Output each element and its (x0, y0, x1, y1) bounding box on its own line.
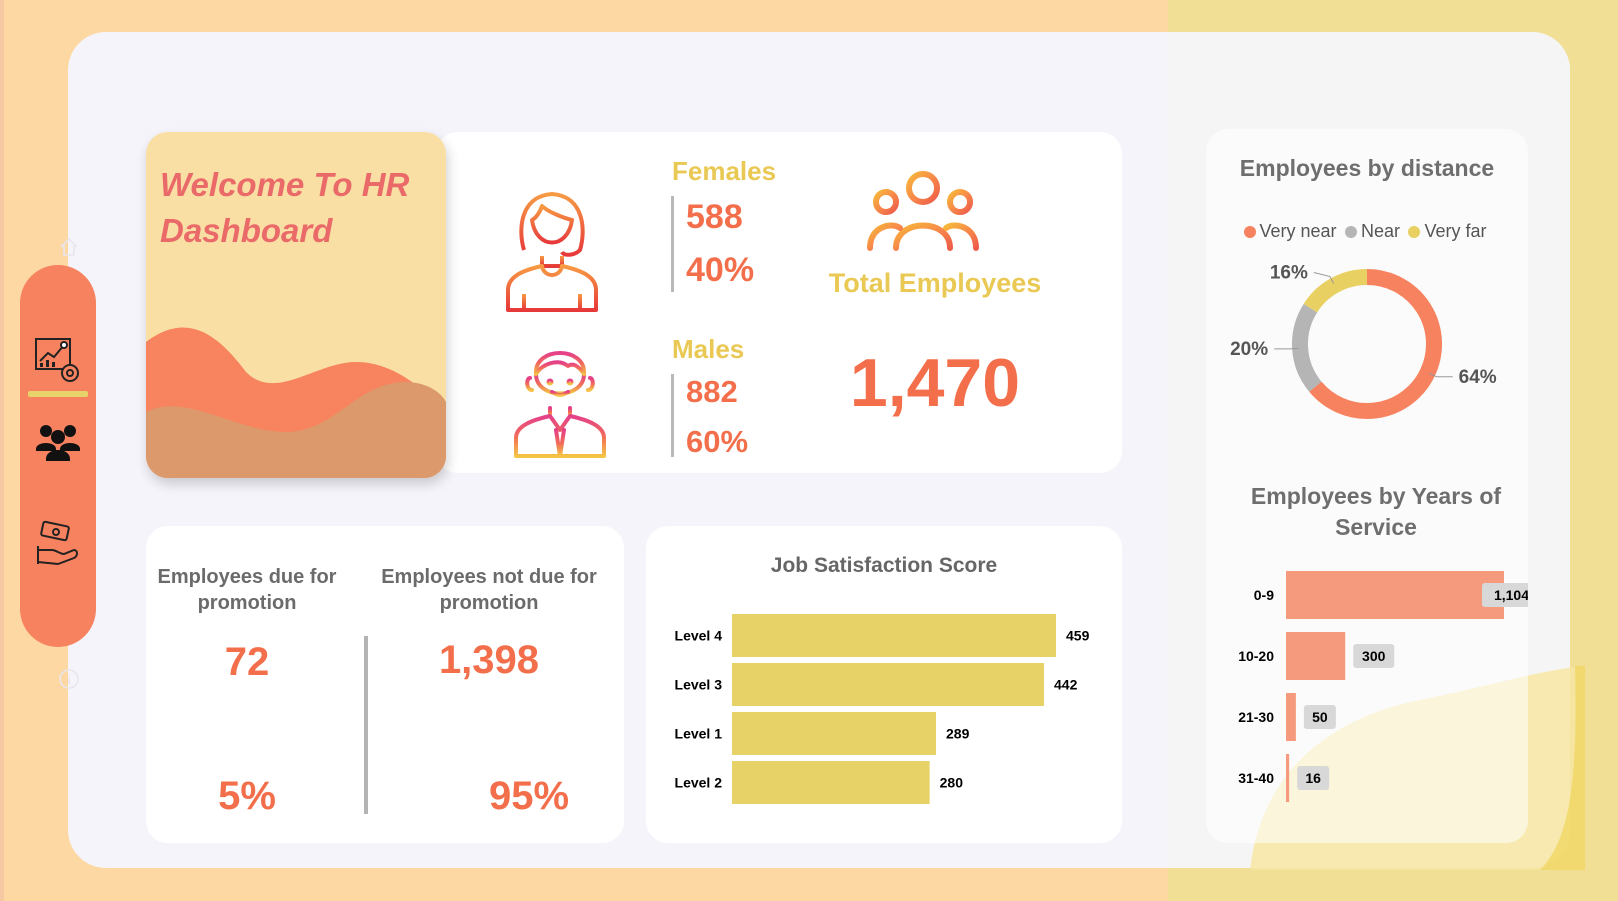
donut-leader-line (1429, 372, 1453, 378)
group-icon (867, 171, 979, 251)
job-satisfaction-value-label: 459 (1066, 628, 1090, 644)
years-service-title: Employees by Years of Service (1250, 483, 1502, 540)
legend-near-label: Near (1361, 221, 1401, 241)
job-satisfaction-category-label: Level 1 (675, 726, 723, 742)
sidebar-nav (20, 265, 96, 647)
years-service-chart: 0-9 1,104 10-20 300 21-30 50 31-40 16 (1238, 571, 1528, 802)
legend-dot-near (1345, 226, 1357, 238)
job-satisfaction-title: Job Satisfaction Score (770, 554, 998, 577)
active-indicator (28, 391, 88, 397)
years-service-category-label: 31-40 (1238, 770, 1274, 786)
job-satisfaction-bar (732, 712, 936, 755)
years-service-category-label: 10-20 (1238, 648, 1274, 664)
welcome-title: Welcome To HR Dashboard (160, 166, 410, 249)
total-employees-label: Total Employees (828, 268, 1042, 298)
legend-near: Near (1345, 221, 1400, 241)
job-satisfaction-value-label: 280 (940, 775, 964, 791)
job-satisfaction-category-label: Level 4 (675, 628, 723, 644)
legend-very-far-label: Very far (1424, 221, 1487, 241)
people-icon[interactable] (34, 417, 82, 465)
legend-very-near-label: Very near (1259, 221, 1337, 241)
distance-donut-chart: 64% 20% 16% (1230, 263, 1497, 419)
years-service-value-label: 300 (1362, 648, 1386, 664)
donut-slice (1292, 303, 1322, 392)
legend-very-near: Very near (1243, 221, 1337, 241)
years-service-bar (1286, 571, 1504, 619)
info-icon[interactable] (58, 668, 80, 690)
promotion-divider (364, 636, 368, 814)
years-service-value-label: 16 (1305, 770, 1321, 786)
females-label: Females (672, 156, 777, 186)
years-service-value-label: 1,104 (1494, 587, 1528, 603)
not-due-promotion-label: Employees not due for promotion (381, 566, 597, 614)
job-satisfaction-bar (732, 614, 1056, 657)
donut-slice-label: 20% (1230, 339, 1268, 360)
total-employees-value: 1,470 (849, 345, 1021, 421)
donut-leader-line (1313, 272, 1335, 284)
job-satisfaction-bar (732, 663, 1044, 706)
donut-slice (1303, 269, 1368, 313)
not-due-promotion-count: 1,398 (438, 638, 540, 682)
legend-dot-very-far (1408, 226, 1421, 238)
job-satisfaction-bar (732, 761, 930, 804)
males-label: Males (672, 334, 745, 364)
due-promotion-label: Employees due for promotion (157, 566, 337, 614)
females-percent: 40% (686, 251, 755, 289)
donut-slice-label: 16% (1270, 263, 1308, 284)
females-count: 588 (686, 198, 743, 236)
background-edge (0, 0, 4, 901)
due-promotion-count: 72 (224, 640, 270, 684)
years-service-bar (1286, 632, 1346, 680)
males-divider (671, 374, 674, 457)
job-satisfaction-value-label: 442 (1054, 677, 1078, 693)
money-hand-icon[interactable] (34, 520, 82, 568)
analytics-icon[interactable] (34, 335, 82, 383)
due-promotion-percent: 5% (218, 774, 276, 818)
years-service-bar (1286, 754, 1290, 802)
job-satisfaction-value-label: 289 (946, 726, 970, 742)
males-count: 882 (686, 374, 738, 409)
years-service-category-label: 21-30 (1238, 709, 1274, 725)
legend-very-far: Very far (1408, 221, 1487, 241)
not-due-promotion-percent: 95% (488, 774, 570, 818)
years-service-value-badge (1482, 583, 1528, 607)
donut-slice-label: 64% (1459, 367, 1497, 388)
years-service-value-badge (1303, 705, 1336, 729)
female-icon (506, 192, 598, 312)
males-percent: 60% (686, 424, 749, 459)
years-service-bar (1286, 693, 1296, 741)
donut-slice (1309, 269, 1442, 419)
job-satisfaction-card: Job Satisfaction Score Level 4 459 Level 3… (646, 526, 1122, 843)
job-satisfaction-category-label: Level 3 (675, 677, 723, 693)
years-service-value-badge (1297, 766, 1330, 790)
male-icon (514, 351, 606, 458)
distance-legend: Very near Near Very far (1206, 221, 1528, 242)
welcome-card: Welcome To HR Dashboard (146, 132, 446, 478)
welcome-wave (146, 327, 446, 478)
legend-dot-very-near (1243, 226, 1256, 238)
job-satisfaction-category-label: Level 2 (675, 775, 723, 791)
right-panel-card: Employees by distance Very near Near Ver… (1206, 129, 1528, 843)
years-service-category-label: 0-9 (1254, 587, 1274, 603)
promotion-card: Employees due for promotion Employees no… (146, 526, 624, 843)
job-satisfaction-chart: Level 4 459 Level 3 442 Level 1 289 Level 2 280 (675, 614, 1090, 804)
home-icon[interactable] (58, 236, 80, 258)
females-divider (671, 196, 674, 292)
distance-title: Employees by distance (1239, 155, 1495, 181)
donut-leader-line (1274, 347, 1299, 350)
years-service-value-badge (1353, 644, 1395, 668)
years-service-value-label: 50 (1312, 709, 1328, 725)
